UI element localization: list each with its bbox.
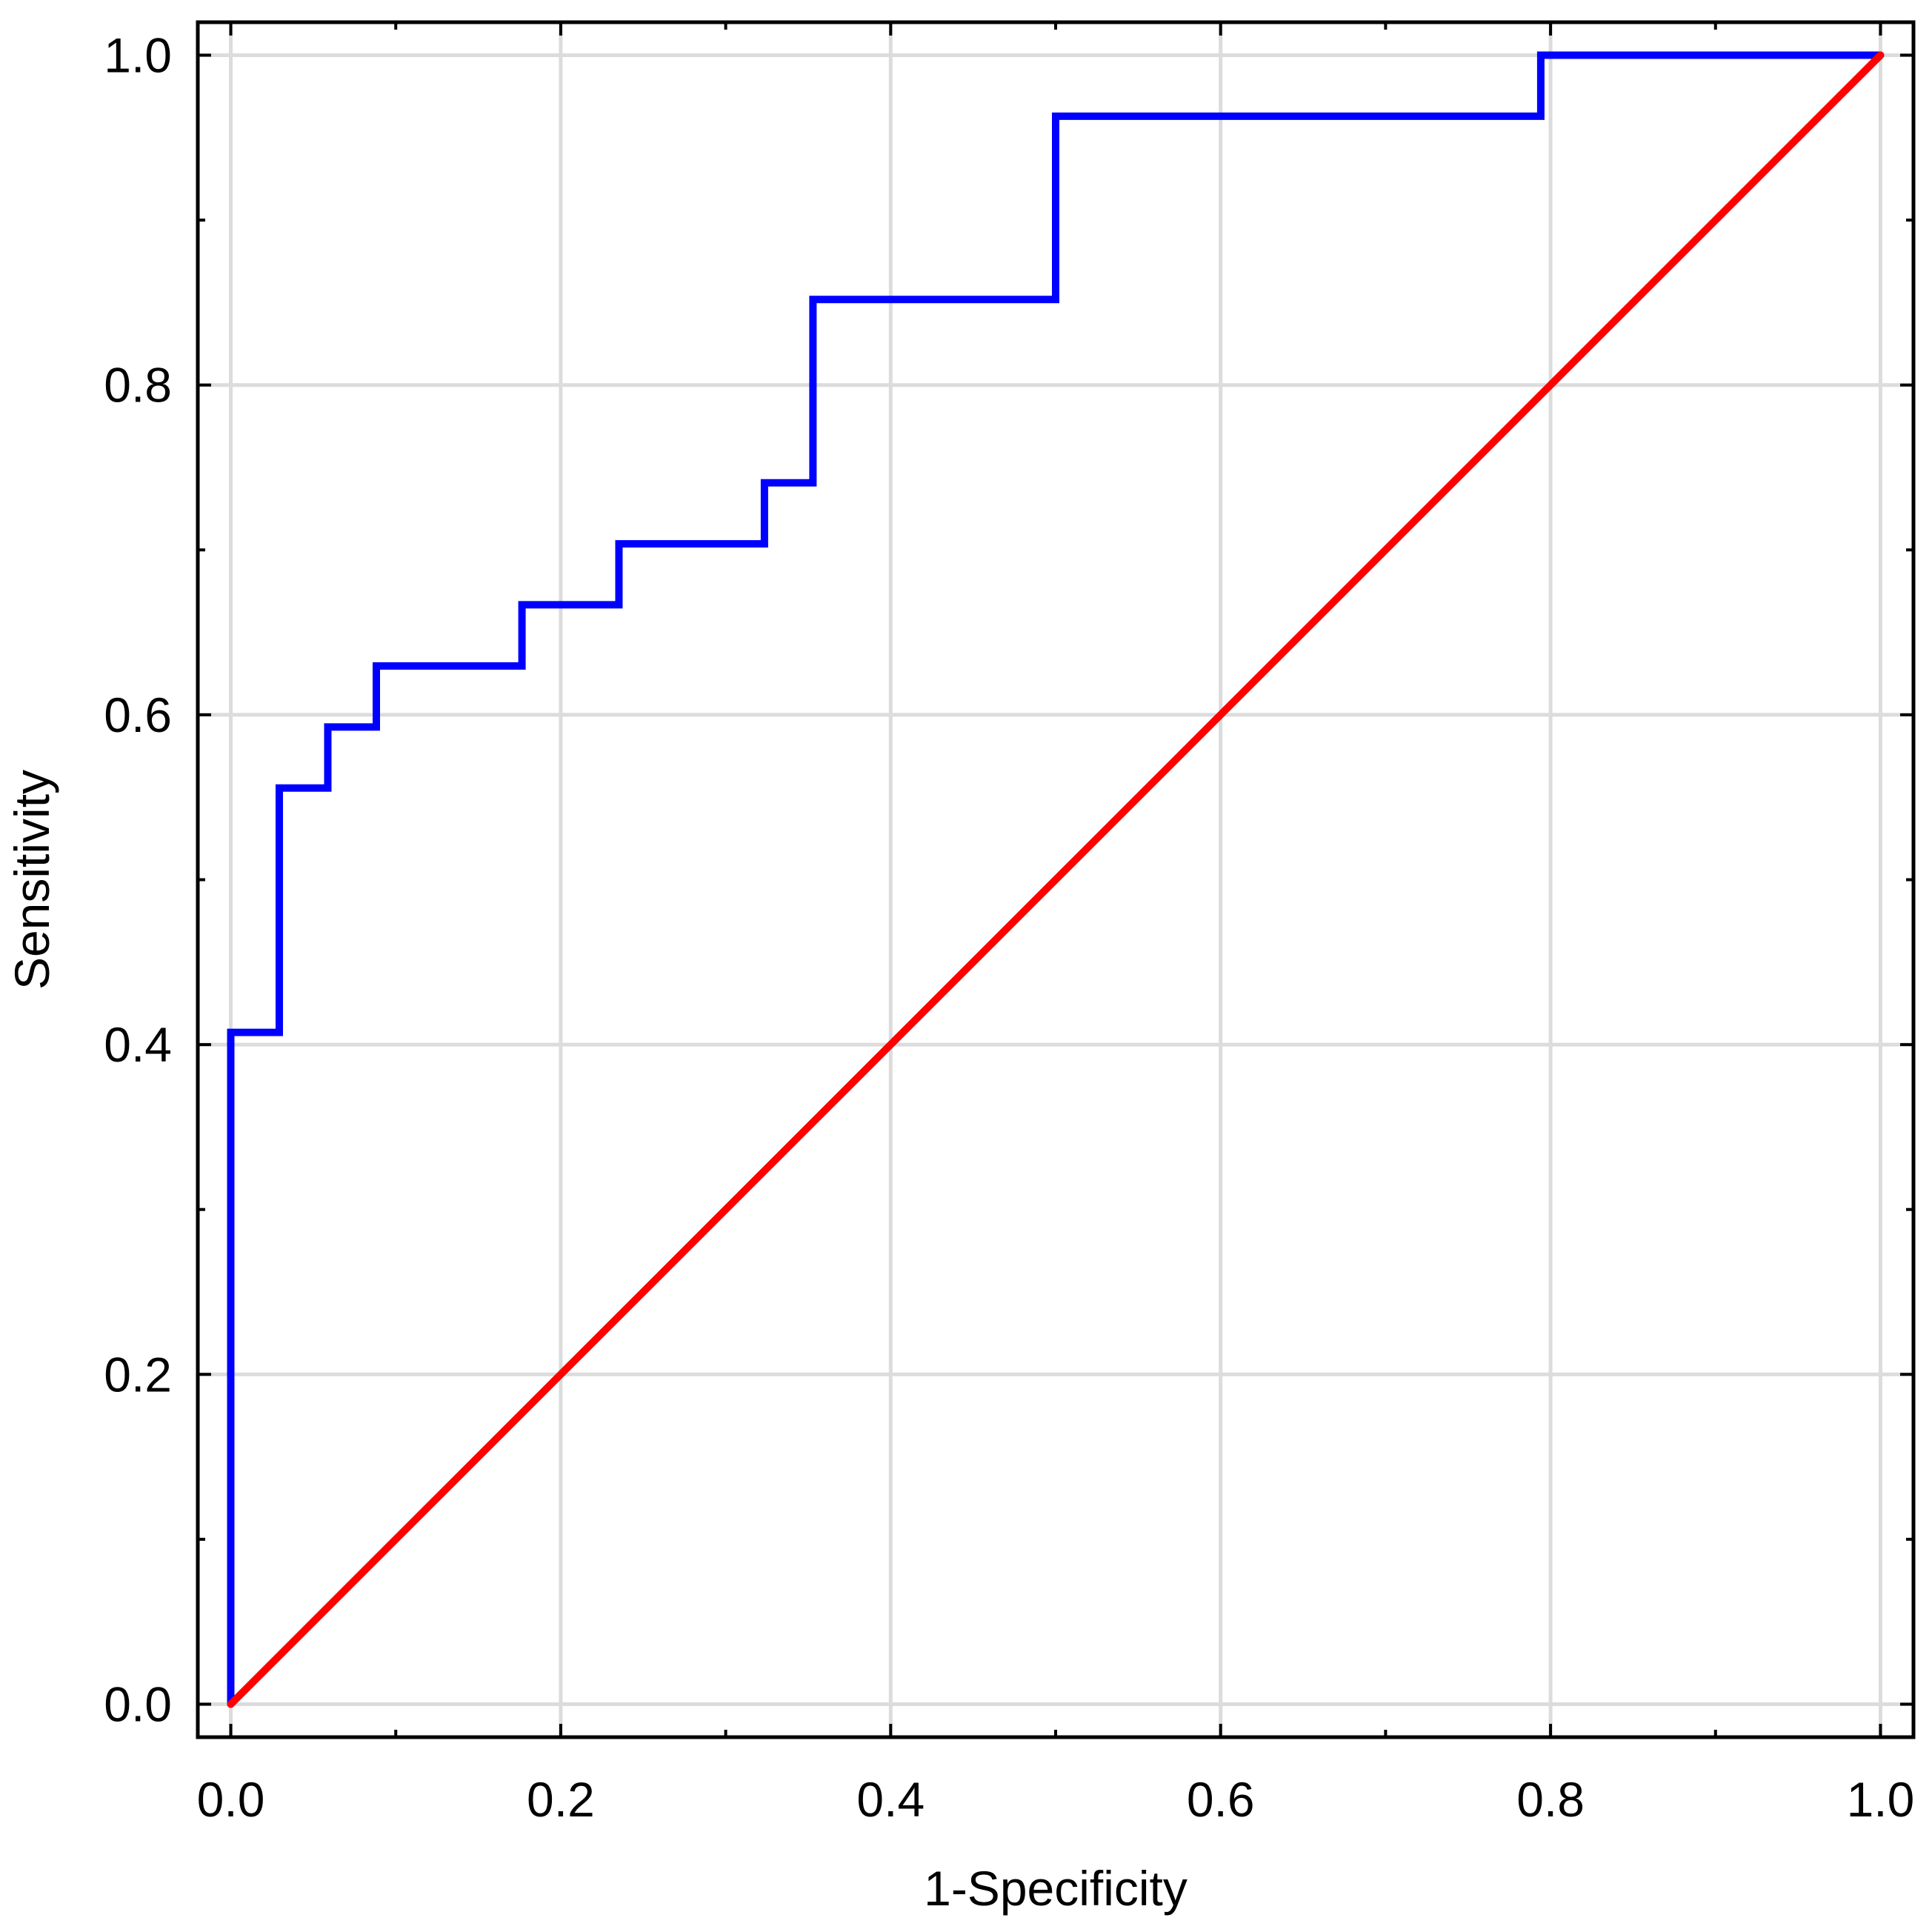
x-tick-label: 0.8: [1516, 1772, 1585, 1827]
x-axis-title: 1-Specificity: [924, 1861, 1187, 1916]
series-group: [227, 51, 1885, 1708]
y-tick-label: 0.8: [104, 358, 172, 413]
y-tick-labels: 0.0 0.2 0.4 0.6 0.8 1.0: [104, 28, 172, 1732]
x-tick-label: 0.4: [856, 1772, 925, 1827]
y-tick-label: 0.2: [104, 1347, 172, 1402]
x-tick-label: 1.0: [1847, 1772, 1915, 1827]
y-tick-label: 0.0: [104, 1676, 172, 1731]
x-tick-labels: 0.0 0.2 0.4 0.6 0.8 1.0: [197, 1772, 1915, 1827]
roc-curve-line: [227, 51, 1885, 1708]
y-tick-label: 0.6: [104, 687, 172, 742]
x-tick-label: 0.6: [1187, 1772, 1255, 1827]
x-tick-label: 0.0: [197, 1772, 265, 1827]
tick-marks: [198, 22, 1913, 1737]
y-tick-label: 1.0: [104, 28, 172, 83]
x-tick-label: 0.2: [527, 1772, 595, 1827]
y-axis-title: Sensitivity: [4, 770, 59, 990]
grid: [198, 22, 1913, 1737]
y-tick-label: 0.4: [104, 1017, 172, 1072]
reference-diagonal-line: [227, 51, 1885, 1708]
